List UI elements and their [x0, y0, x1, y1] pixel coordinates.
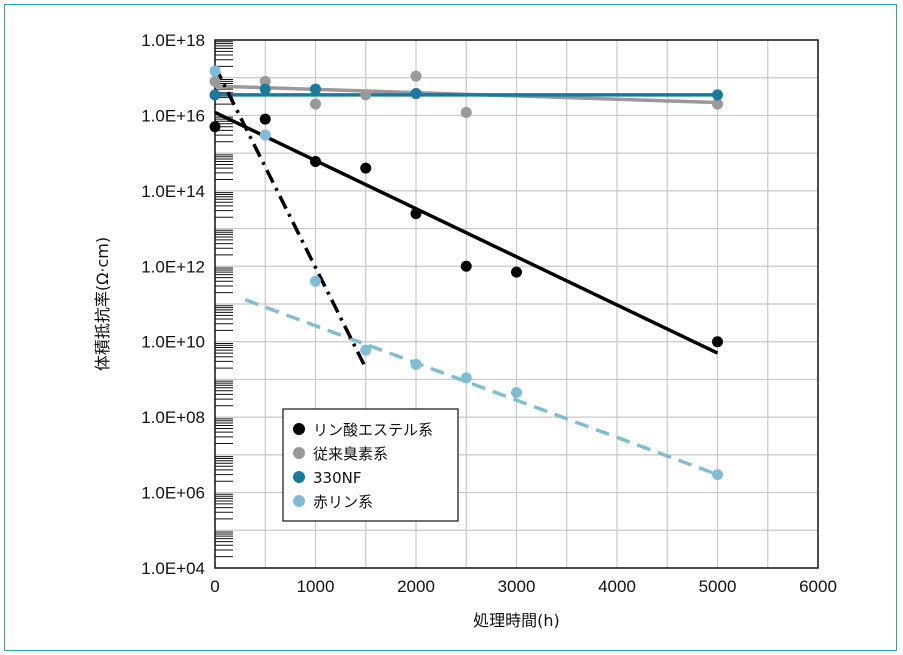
- y-tick-label: 1.0E+08: [141, 408, 205, 427]
- data-point: [411, 208, 422, 219]
- y-tick-label: 1.0E+10: [141, 333, 205, 352]
- y-axis-label: 体積抵抗率(Ω·cm): [93, 237, 112, 371]
- x-tick-label: 4000: [598, 577, 636, 596]
- data-point: [310, 276, 321, 287]
- data-point: [260, 114, 271, 125]
- data-point: [360, 345, 371, 356]
- data-point: [411, 88, 422, 99]
- data-point: [310, 99, 321, 110]
- legend-marker: [293, 471, 305, 483]
- data-point: [360, 163, 371, 174]
- data-point: [360, 89, 371, 100]
- data-point: [712, 89, 723, 100]
- data-point: [260, 130, 271, 141]
- legend-label: リン酸エステル系: [313, 421, 433, 439]
- legend-label: 330NF: [313, 469, 361, 487]
- data-point: [411, 71, 422, 82]
- x-tick-label: 5000: [699, 577, 737, 596]
- x-axis-label: 処理時間(h): [473, 611, 560, 630]
- data-point: [511, 267, 522, 278]
- x-tick-label: 1000: [297, 577, 335, 596]
- data-point: [210, 66, 221, 77]
- data-point: [411, 359, 422, 370]
- data-point: [461, 372, 472, 383]
- trend-line-dash-dot: [215, 66, 366, 368]
- y-tick-label: 1.0E+14: [141, 182, 205, 201]
- data-point: [310, 156, 321, 167]
- y-tick-labels: 1.0E+04 1.0E+06 1.0E+08 1.0E+10 1.0E+12 1.0E+…: [141, 31, 205, 578]
- y-tick-label: 1.0E+06: [141, 484, 205, 503]
- legend-label: 従来臭素系: [313, 445, 388, 463]
- x-tick-label: 6000: [799, 577, 837, 596]
- y-tick-label: 1.0E+12: [141, 257, 205, 276]
- data-point: [712, 469, 723, 480]
- y-tick-label: 1.0E+18: [141, 31, 205, 50]
- x-tick-label: 3000: [498, 577, 536, 596]
- y-tick-label: 1.0E+16: [141, 106, 205, 125]
- legend-marker: [293, 495, 305, 507]
- data-point: [210, 76, 221, 87]
- data-point: [210, 89, 221, 100]
- data-point: [260, 84, 271, 95]
- data-point: [461, 107, 472, 118]
- x-tick-label: 0: [210, 577, 219, 596]
- legend-marker: [293, 447, 305, 459]
- legend-label: 赤リン系: [313, 493, 373, 511]
- x-tick-label: 2000: [397, 577, 435, 596]
- data-point: [310, 84, 321, 95]
- data-point: [210, 121, 221, 132]
- legend-marker: [293, 423, 305, 435]
- data-point: [511, 387, 522, 398]
- y-tick-label: 1.0E+04: [141, 559, 205, 578]
- data-point: [461, 261, 472, 272]
- data-point: [712, 336, 723, 347]
- x-tick-labels: 0 1000 2000 3000 4000 5000 6000: [210, 577, 837, 596]
